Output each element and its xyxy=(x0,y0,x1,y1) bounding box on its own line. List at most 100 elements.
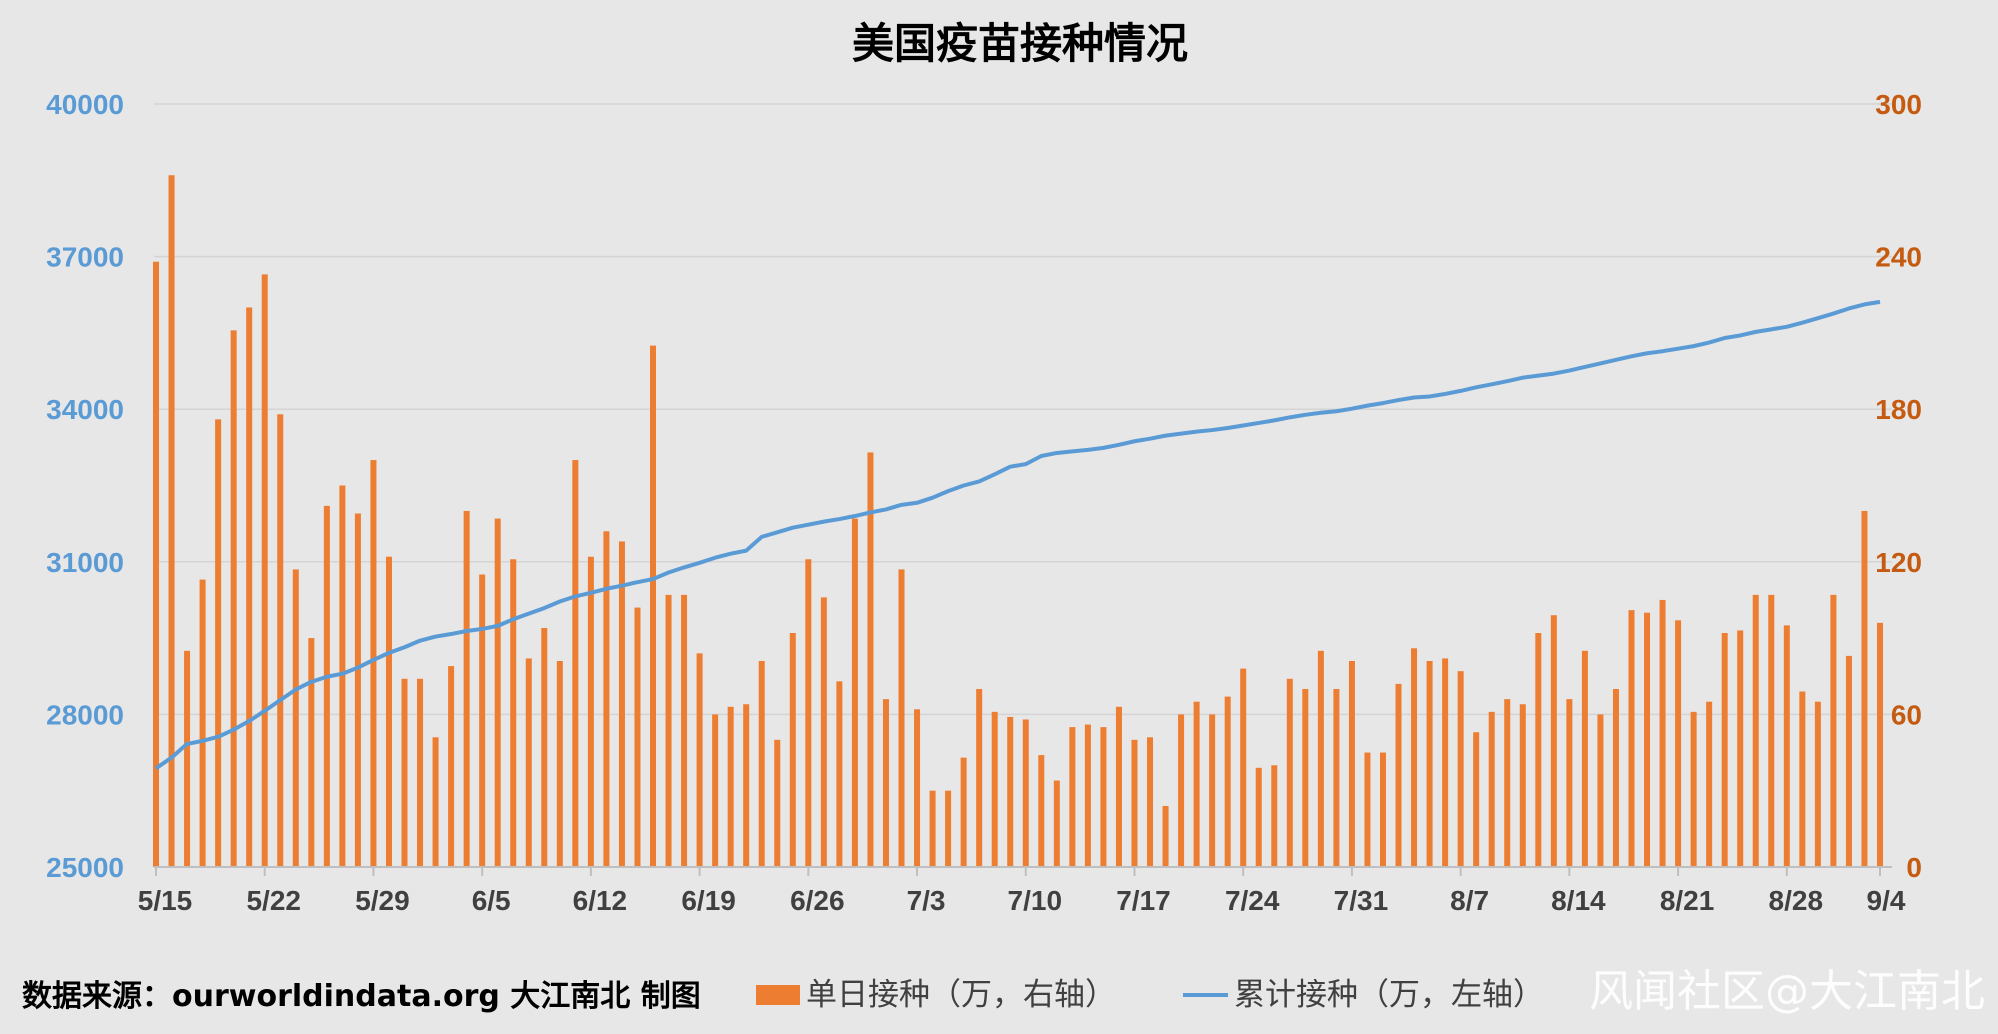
left-y-tick-label: 34000 xyxy=(46,394,124,425)
daily-bar xyxy=(867,452,874,867)
right-y-tick-label: 180 xyxy=(1875,394,1922,425)
x-tick-label: 8/14 xyxy=(1551,885,1606,916)
left-y-tick-label: 37000 xyxy=(46,242,124,273)
daily-bar xyxy=(494,518,501,867)
daily-bar xyxy=(898,569,905,867)
daily-bar xyxy=(991,711,998,867)
daily-bar xyxy=(1659,599,1666,867)
daily-bar xyxy=(712,714,719,867)
right-y-axis: 0 60 120 180 240 300 xyxy=(1875,89,1922,883)
daily-bar xyxy=(1084,724,1091,867)
daily-bar xyxy=(1473,732,1480,867)
daily-bar xyxy=(774,739,781,867)
daily-bar xyxy=(1115,706,1122,867)
daily-bar xyxy=(1861,510,1868,867)
daily-bar xyxy=(1255,767,1262,867)
daily-bar xyxy=(1799,691,1806,867)
daily-bar xyxy=(587,556,594,867)
x-tick-label: 8/28 xyxy=(1769,885,1824,916)
daily-bar xyxy=(1488,711,1495,867)
daily-bar xyxy=(230,330,237,867)
daily-bar xyxy=(1442,658,1449,867)
legend-line-label: 累计接种（万，左轴） xyxy=(1234,977,1544,1013)
daily-bar xyxy=(976,688,983,867)
daily-bar xyxy=(851,518,858,867)
daily-bar xyxy=(1690,711,1697,867)
right-y-tick-label: 120 xyxy=(1875,547,1922,578)
daily-bar xyxy=(1581,650,1588,867)
daily-bar xyxy=(292,569,299,867)
watermark: 风闻社区@大江南北 xyxy=(1589,966,1985,1017)
daily-bar xyxy=(1162,805,1169,867)
daily-bar xyxy=(618,541,625,867)
daily-bar xyxy=(1007,716,1014,867)
daily-bar xyxy=(758,660,765,867)
daily-bar xyxy=(1053,780,1060,867)
daily-vaccination-bars xyxy=(153,175,1883,868)
daily-bar xyxy=(882,699,889,867)
chart-title: 美国疫苗接种情况 xyxy=(852,19,1188,68)
daily-bar xyxy=(789,633,796,867)
daily-bar xyxy=(1612,688,1619,867)
x-tick-label: 8/21 xyxy=(1660,885,1715,916)
daily-bar xyxy=(1348,660,1355,867)
daily-bar xyxy=(1814,701,1821,867)
daily-bar xyxy=(1519,704,1526,867)
daily-bar xyxy=(370,460,377,867)
daily-bar xyxy=(261,274,268,867)
left-y-tick-label: 25000 xyxy=(46,852,124,883)
daily-bar xyxy=(1100,727,1107,867)
right-y-tick-label: 240 xyxy=(1875,242,1922,273)
x-tick-label: 9/4 xyxy=(1867,885,1906,916)
daily-bar xyxy=(246,307,253,868)
daily-bar xyxy=(1193,701,1200,867)
x-axis: 5/15 5/22 5/29 6/5 6/12 6/19 6/26 7/3 7/10 7/17 7/… xyxy=(138,867,1906,916)
data-source-credit: 数据来源：ourworldindata.org 大江南北 制图 xyxy=(22,979,701,1014)
daily-bar xyxy=(1457,671,1464,867)
x-tick-label: 5/15 xyxy=(138,885,193,916)
daily-bar xyxy=(1364,752,1371,867)
daily-bar xyxy=(1721,633,1728,867)
daily-bar xyxy=(1147,737,1154,867)
right-y-tick-label: 0 xyxy=(1906,852,1922,883)
daily-bar xyxy=(1426,660,1433,867)
daily-bar xyxy=(1395,683,1402,867)
daily-bar xyxy=(1675,620,1682,867)
daily-bar xyxy=(1550,615,1557,867)
daily-bar xyxy=(153,261,159,867)
right-y-tick-label: 300 xyxy=(1875,89,1922,120)
daily-bar xyxy=(323,505,330,867)
daily-bar xyxy=(1411,648,1418,867)
daily-bar xyxy=(199,579,206,867)
daily-bar xyxy=(184,650,191,867)
legend: 单日接种（万，右轴） 累计接种（万，左轴） xyxy=(756,977,1544,1013)
daily-bar xyxy=(820,597,827,867)
daily-bar xyxy=(215,419,222,867)
left-y-tick-label: 40000 xyxy=(46,89,124,120)
daily-bar xyxy=(665,594,672,867)
daily-bar xyxy=(1830,594,1837,867)
x-tick-label: 7/10 xyxy=(1008,885,1063,916)
daily-bar xyxy=(1317,650,1324,867)
x-tick-label: 5/29 xyxy=(355,885,410,916)
left-y-axis: 25000 28000 31000 34000 37000 40000 xyxy=(46,89,124,883)
daily-bar xyxy=(1038,755,1045,867)
daily-bar xyxy=(541,627,548,867)
daily-bar xyxy=(401,678,408,867)
daily-bar xyxy=(1768,594,1775,867)
daily-bar xyxy=(448,666,455,867)
daily-bar xyxy=(1535,633,1542,867)
daily-bar xyxy=(1302,688,1309,867)
daily-bar xyxy=(1271,765,1278,867)
daily-bar xyxy=(1845,655,1852,867)
daily-bar xyxy=(1379,752,1386,867)
x-tick-label: 6/12 xyxy=(573,885,628,916)
daily-bar xyxy=(339,485,346,867)
daily-bar xyxy=(168,175,175,867)
daily-bar xyxy=(572,460,579,867)
x-tick-label: 6/5 xyxy=(472,885,511,916)
daily-bar xyxy=(1877,622,1883,867)
daily-bar xyxy=(836,681,843,867)
daily-bar xyxy=(1504,699,1511,867)
